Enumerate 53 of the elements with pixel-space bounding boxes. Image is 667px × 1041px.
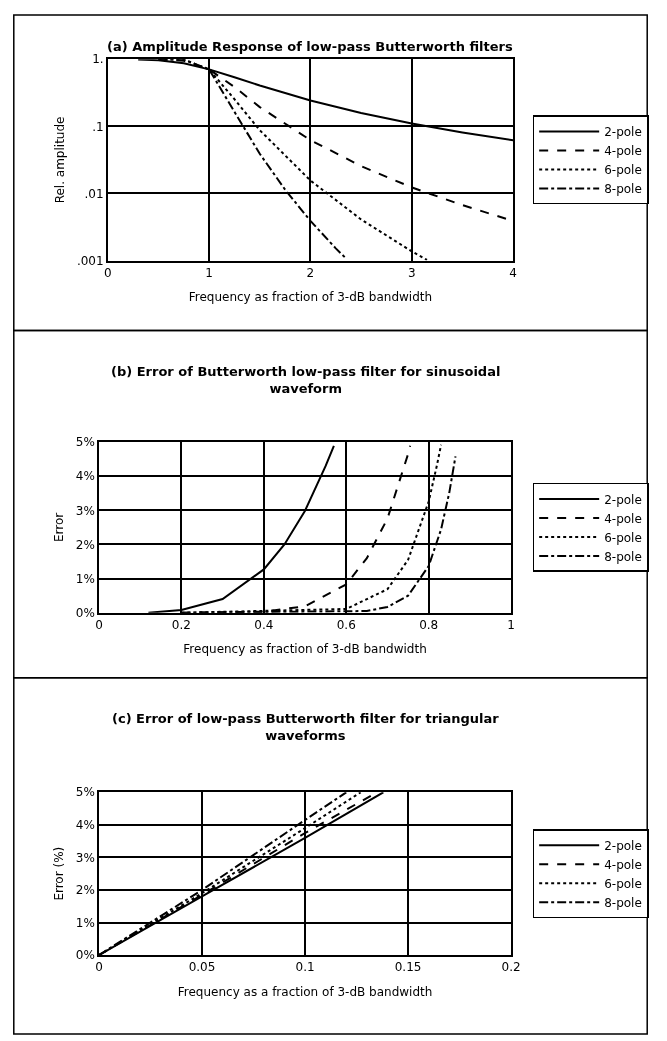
x-tick-label: 0.4: [254, 617, 274, 632]
x-tick-label: 0.05: [188, 960, 216, 975]
y-axis-title: Rel. amplitude: [52, 116, 67, 204]
y-tick-label: 4%: [75, 818, 95, 833]
y-tick-label: 3%: [75, 850, 95, 865]
chart-title: (c) Error of low-pass Butterworth filter for triangular waveforms: [112, 711, 500, 743]
chart-title: (b) Error of Butterworth low-pass filter for sinusoidal waveform: [111, 364, 501, 396]
legend-label: 2-pole: [604, 838, 642, 853]
x-tick-label: 0.8: [419, 617, 439, 632]
legend-label: 8-pole: [604, 549, 642, 564]
y-tick-label: 4%: [75, 469, 95, 484]
y-tick-label: 2%: [75, 883, 95, 898]
legend-label: 2-pole: [604, 492, 642, 507]
legend-label: 8-pole: [604, 895, 642, 910]
y-tick-label: 2%: [75, 537, 95, 552]
legend-label: 6-pole: [604, 530, 642, 545]
x-tick-label: 0: [95, 960, 103, 975]
x-tick-label: 4: [509, 265, 517, 280]
legend-label: 4-pole: [604, 144, 642, 159]
x-axis-title: Frequency as fraction of 3-dB bandwidth: [183, 642, 427, 657]
y-tick-label: 1.: [92, 52, 104, 67]
x-tick-label: 0.6: [336, 617, 356, 632]
x-tick-label: 0.1: [295, 960, 315, 975]
x-tick-label: 0: [103, 265, 112, 280]
y-axis-title: Error (%): [51, 846, 66, 901]
y-tick-label: 1%: [75, 571, 95, 586]
y-tick-label: .01: [84, 186, 104, 201]
y-tick-label: 0%: [75, 948, 95, 963]
legend-label: 2-pole: [604, 125, 642, 140]
legend-label: 4-pole: [604, 857, 642, 872]
legend-label: 6-pole: [604, 876, 642, 891]
x-axis-title: Frequency as a fraction of 3-dB bandwidth: [177, 984, 433, 999]
x-tick-label: 2: [306, 265, 315, 280]
y-axis-title: Error: [51, 512, 66, 543]
y-tick-label: 0%: [75, 605, 95, 620]
x-tick-label: 0.15: [394, 960, 422, 975]
y-tick-label: .1: [92, 119, 104, 134]
y-tick-label: 1%: [75, 915, 95, 930]
x-tick-label: 0: [95, 617, 103, 632]
legend-label: 4-pole: [604, 511, 642, 526]
y-tick-label: 3%: [75, 503, 95, 518]
y-tick-label: .001: [76, 253, 104, 268]
x-tick-label: 1: [205, 265, 213, 280]
x-tick-label: 0.2: [171, 617, 191, 632]
x-axis-title: Frequency as fraction of 3-dB bandwidth: [188, 290, 433, 305]
legend-label: 6-pole: [604, 163, 642, 178]
y-tick-label: 5%: [75, 785, 95, 800]
x-tick-label: 1: [507, 617, 515, 632]
chart-title: (a) Amplitude Response of low-pass Butterworth filters: [107, 39, 513, 54]
x-tick-label: 0.2: [501, 960, 521, 975]
x-tick-label: 3: [407, 265, 416, 280]
y-tick-label: 5%: [75, 435, 95, 450]
legend-label: 8-pole: [604, 182, 642, 197]
